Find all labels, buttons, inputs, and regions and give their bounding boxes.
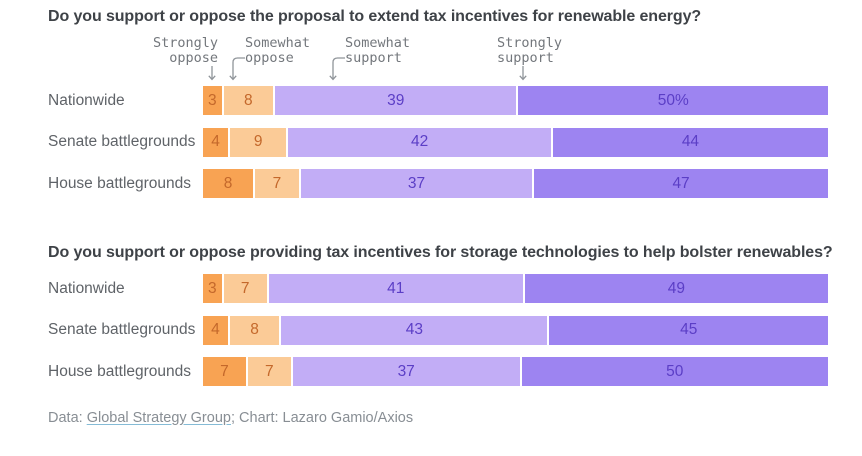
- stacked-bar: 3 8 39 50%: [203, 86, 828, 115]
- chart-title-storage-technologies: Do you support or oppose providing tax i…: [48, 244, 833, 261]
- stacked-bar: 8 7 37 47: [203, 169, 828, 198]
- bar-segment-somewhat-oppose: 7: [255, 169, 299, 198]
- bar-segment-somewhat-oppose: 8: [223, 86, 274, 115]
- bar-row: Senate battlegrounds 4 8 43 45: [48, 315, 828, 345]
- bar-segment-strongly-support: 44: [552, 127, 828, 157]
- bar-segment-somewhat-support: 37: [300, 169, 533, 198]
- bar-segment-somewhat-support: 37: [292, 357, 520, 386]
- category-label: Senate battlegrounds: [48, 321, 196, 338]
- separator: ;: [230, 410, 240, 426]
- bar-row: Nationwide 3 7 41 49: [48, 274, 828, 303]
- bar-segment-somewhat-support: 39: [275, 86, 517, 115]
- source-line: Data: Global Strategy Group; Chart: Laza…: [48, 410, 413, 426]
- bar-row: Nationwide 3 8 39 50%: [48, 86, 828, 115]
- category-label: Senate battlegrounds: [48, 133, 196, 150]
- bar-segment-strongly-support: 47: [534, 169, 828, 198]
- category-label: House battlegrounds: [48, 174, 192, 192]
- bar-segment-somewhat-oppose: 7: [247, 357, 291, 386]
- bar-row: Senate battlegrounds 4 9 42 44: [48, 127, 828, 157]
- stacked-bar: 3 7 41 49: [203, 274, 828, 303]
- bar-segment-strongly-support: 50: [521, 357, 829, 386]
- chart-credit: Chart: Lazaro Gamio/Axios: [239, 410, 414, 426]
- bar-segment-somewhat-support: 43: [281, 315, 548, 345]
- bar-segment-strongly-oppose: 8: [203, 169, 254, 198]
- bar-segment-somewhat-oppose: 8: [229, 315, 280, 345]
- chart-1-rows: Nationwide 3 8 39 50% Senate battlegrounds …: [48, 86, 828, 198]
- bar-segment-strongly-oppose: 3: [203, 274, 222, 303]
- elbow-arrow-icon: [329, 57, 345, 81]
- legend-label-somewhat-support: Somewhat support: [345, 35, 411, 66]
- bar-segment-strongly-oppose: 3: [203, 86, 222, 115]
- bar-row: House battlegrounds 8 7 37 47: [48, 169, 828, 198]
- bar-segment-somewhat-support: 41: [268, 274, 523, 303]
- bar-row: House battlegrounds 7 7 37 50: [48, 357, 829, 386]
- bar-segment-strongly-support: 49: [524, 274, 828, 303]
- bar-segment-strongly-oppose: 7: [203, 357, 246, 386]
- category-label: House battlegrounds: [48, 362, 192, 380]
- stacked-bar: 7 7 37 50: [203, 357, 829, 386]
- chart-2-rows: Nationwide 3 7 41 49 Senate battlegrounds 4…: [48, 274, 829, 386]
- bar-segment-somewhat-support: 42: [288, 127, 551, 157]
- bar-segment-somewhat-oppose: 7: [223, 274, 267, 303]
- data-label: Data:: [48, 410, 87, 426]
- legend-label-strongly-oppose: Strongly oppose: [152, 35, 218, 66]
- stacked-bar: 4 9 42 44: [203, 127, 828, 157]
- source-link[interactable]: Global Strategy Group: [86, 410, 231, 426]
- category-label: Nationwide: [48, 279, 125, 297]
- chart-title-renewable-energy: Do you support or oppose the proposal to…: [48, 8, 702, 25]
- bar-segment-strongly-support: 45: [549, 315, 828, 345]
- bar-segment-strongly-oppose: 4: [203, 127, 229, 157]
- category-label: Nationwide: [48, 91, 125, 109]
- bar-segment-strongly-oppose: 4: [203, 315, 228, 345]
- elbow-arrow-icon: [229, 57, 245, 81]
- legend-label-somewhat-oppose: Somewhat oppose: [245, 35, 311, 66]
- down-arrow-icon: [519, 66, 527, 81]
- bar-segment-strongly-support: 50%: [518, 86, 828, 115]
- legend-label-strongly-support: Strongly support: [497, 35, 563, 66]
- stacked-bar: 4 8 43 45: [203, 315, 828, 345]
- bar-segment-somewhat-oppose: 9: [230, 127, 287, 157]
- down-arrow-icon: [208, 66, 216, 81]
